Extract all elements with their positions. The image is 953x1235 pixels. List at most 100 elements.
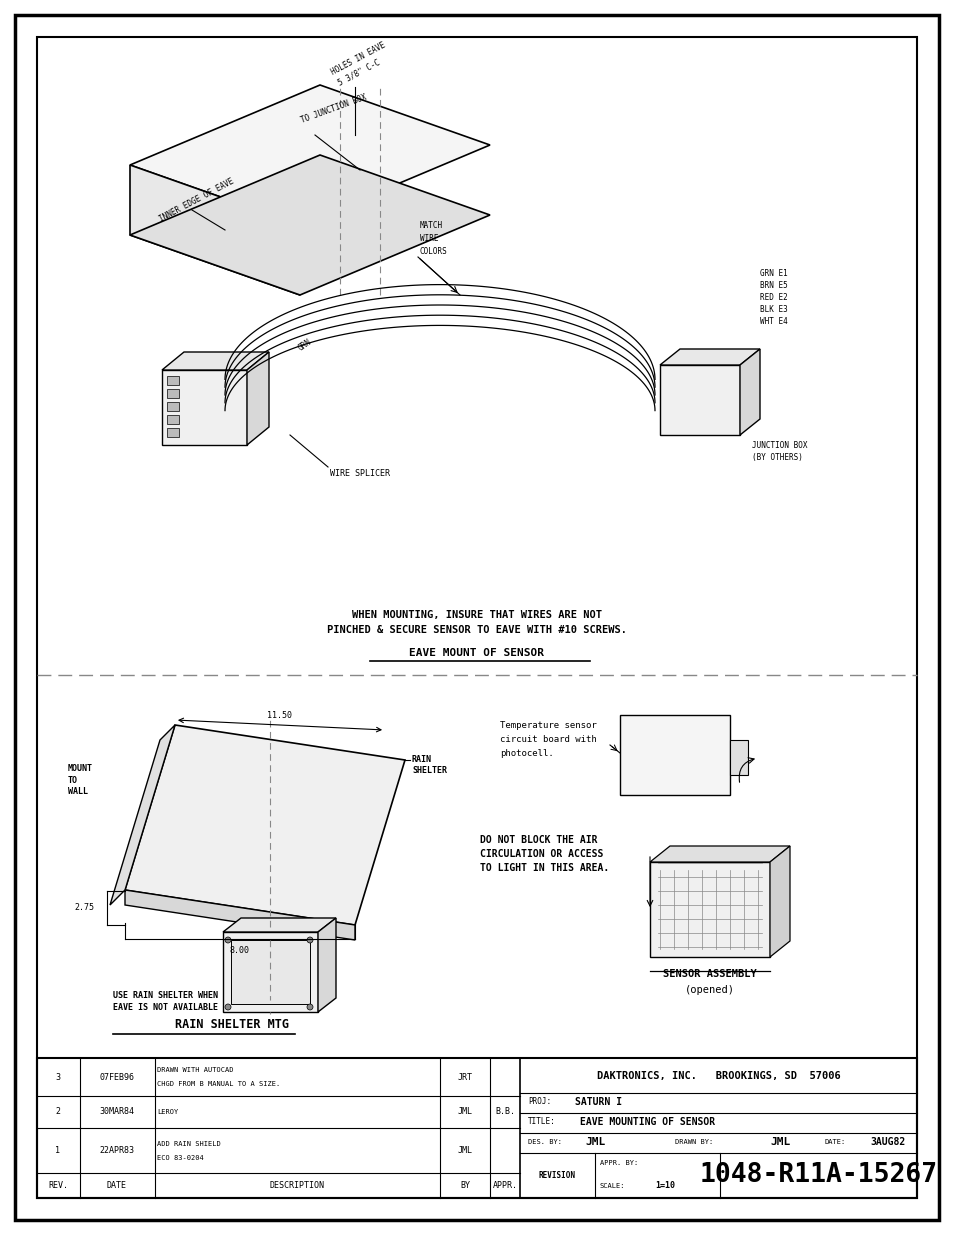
Polygon shape (317, 918, 335, 1011)
Text: 3: 3 (55, 1072, 60, 1082)
Polygon shape (649, 846, 789, 862)
Polygon shape (125, 890, 355, 940)
Text: RED E2: RED E2 (760, 293, 787, 301)
Text: COLORS: COLORS (419, 247, 447, 256)
Text: REV.: REV. (48, 1181, 68, 1189)
Text: USE RAIN SHELTER WHEN: USE RAIN SHELTER WHEN (112, 990, 218, 999)
Text: (opened): (opened) (684, 986, 734, 995)
Text: DRAWN WITH AUTOCAD: DRAWN WITH AUTOCAD (157, 1067, 233, 1073)
Text: TITLE:: TITLE: (527, 1118, 556, 1126)
Text: DESCRIPTION: DESCRIPTION (269, 1181, 324, 1189)
Polygon shape (130, 156, 490, 295)
Polygon shape (223, 932, 317, 1011)
Polygon shape (740, 350, 760, 435)
Text: SATURN I: SATURN I (575, 1097, 621, 1107)
Text: WIRE: WIRE (419, 233, 438, 242)
Text: CHGD FROM B MANUAL TO A SIZE.: CHGD FROM B MANUAL TO A SIZE. (157, 1081, 280, 1087)
Text: EAVE MOUNTING OF SENSOR: EAVE MOUNTING OF SENSOR (579, 1116, 715, 1128)
Text: DATE:: DATE: (824, 1139, 845, 1145)
Text: APPR.: APPR. (492, 1181, 517, 1189)
Text: DO NOT BLOCK THE AIR: DO NOT BLOCK THE AIR (479, 835, 597, 845)
Text: circuit board with: circuit board with (499, 735, 597, 743)
Text: WIRE SPLICER: WIRE SPLICER (330, 468, 390, 478)
Text: 1048-R11A-15267: 1048-R11A-15267 (699, 1162, 937, 1188)
Text: SCALE:: SCALE: (599, 1183, 625, 1189)
Text: RAIN SHELTER MTG: RAIN SHELTER MTG (174, 1019, 289, 1031)
Text: PINCHED & SECURE SENSOR TO EAVE WITH #10 SCREWS.: PINCHED & SECURE SENSOR TO EAVE WITH #10… (327, 625, 626, 635)
Circle shape (307, 937, 313, 944)
Polygon shape (247, 352, 269, 445)
Polygon shape (659, 350, 760, 366)
Text: DATE: DATE (107, 1181, 127, 1189)
Text: SENSOR ASSEMBLY: SENSOR ASSEMBLY (662, 969, 756, 979)
Text: DRAWN BY:: DRAWN BY: (675, 1139, 713, 1145)
Text: 8.00: 8.00 (230, 946, 250, 955)
Text: B.B.: B.B. (495, 1108, 515, 1116)
Polygon shape (162, 352, 269, 370)
Text: 3AUG82: 3AUG82 (869, 1137, 904, 1147)
Text: 22APR83: 22APR83 (99, 1146, 134, 1155)
Text: 30MAR84: 30MAR84 (99, 1108, 134, 1116)
Text: APPR. BY:: APPR. BY: (599, 1160, 638, 1166)
Text: CIRCULATION OR ACCESS: CIRCULATION OR ACCESS (479, 848, 602, 860)
Text: GRN E1: GRN E1 (760, 268, 787, 278)
Bar (659, 366, 740, 435)
Text: (BY OTHERS): (BY OTHERS) (751, 452, 802, 462)
Text: JML: JML (584, 1137, 604, 1147)
Text: TO LIGHT IN THIS AREA.: TO LIGHT IN THIS AREA. (479, 863, 609, 873)
Text: MATCH: MATCH (419, 221, 442, 230)
Text: 5 3/8" C-C: 5 3/8" C-C (335, 57, 380, 86)
Bar (167, 429, 179, 437)
Circle shape (225, 937, 231, 944)
Polygon shape (223, 918, 335, 932)
Text: DES. BY:: DES. BY: (527, 1139, 561, 1145)
Text: GRN: GRN (296, 337, 313, 353)
Text: BLK E3: BLK E3 (760, 305, 787, 314)
Bar (649, 862, 769, 957)
Text: RAIN
SHELTER: RAIN SHELTER (412, 755, 447, 776)
Bar (167, 415, 179, 424)
Text: 1=10: 1=10 (655, 1182, 675, 1191)
Text: 2: 2 (55, 1108, 60, 1116)
Bar (231, 940, 310, 1004)
Text: ECO 83-0204: ECO 83-0204 (157, 1155, 204, 1161)
Text: WHT E4: WHT E4 (760, 316, 787, 326)
Text: JML: JML (457, 1108, 472, 1116)
Text: JRT: JRT (457, 1072, 472, 1082)
Text: 11.50: 11.50 (267, 710, 293, 720)
Text: TO JUNCTION BOX: TO JUNCTION BOX (299, 93, 368, 125)
Bar (619, 715, 729, 795)
Text: JML: JML (457, 1146, 472, 1155)
Bar (167, 375, 179, 385)
Text: Temperature sensor: Temperature sensor (499, 720, 597, 730)
Text: ADD RAIN SHIELD: ADD RAIN SHIELD (157, 1140, 220, 1146)
Polygon shape (125, 725, 405, 925)
Text: JML: JML (769, 1137, 789, 1147)
Text: PROJ:: PROJ: (527, 1098, 551, 1107)
Bar (37, 1058, 916, 1198)
Text: BRN E5: BRN E5 (760, 280, 787, 289)
Text: BY: BY (459, 1181, 470, 1189)
Text: REVISION: REVISION (538, 1171, 576, 1179)
Circle shape (225, 1004, 231, 1010)
Polygon shape (110, 725, 174, 905)
Circle shape (307, 1004, 313, 1010)
Text: 1: 1 (55, 1146, 60, 1155)
Text: JUNCTION BOX: JUNCTION BOX (751, 441, 806, 450)
Text: 07FEB96: 07FEB96 (99, 1072, 134, 1082)
Text: LEROY: LEROY (157, 1109, 178, 1115)
Text: 2.75: 2.75 (74, 904, 94, 913)
Bar (167, 389, 179, 398)
Text: MOUNT
TO
WALL: MOUNT TO WALL (68, 763, 92, 797)
Text: DAKTRONICS, INC.   BROOKINGS, SD  57006: DAKTRONICS, INC. BROOKINGS, SD 57006 (596, 1071, 840, 1081)
Polygon shape (130, 165, 299, 295)
Text: photocell.: photocell. (499, 748, 553, 757)
Polygon shape (769, 846, 789, 957)
Text: EAVE MOUNT OF SENSOR: EAVE MOUNT OF SENSOR (409, 648, 544, 658)
Text: HOLES IN EAVE: HOLES IN EAVE (330, 41, 387, 77)
Text: INNER EDGE OF EAVE: INNER EDGE OF EAVE (158, 177, 235, 224)
Text: EAVE IS NOT AVAILABLE: EAVE IS NOT AVAILABLE (112, 1004, 218, 1013)
Polygon shape (130, 85, 490, 225)
Bar (167, 403, 179, 411)
Bar (162, 370, 247, 445)
